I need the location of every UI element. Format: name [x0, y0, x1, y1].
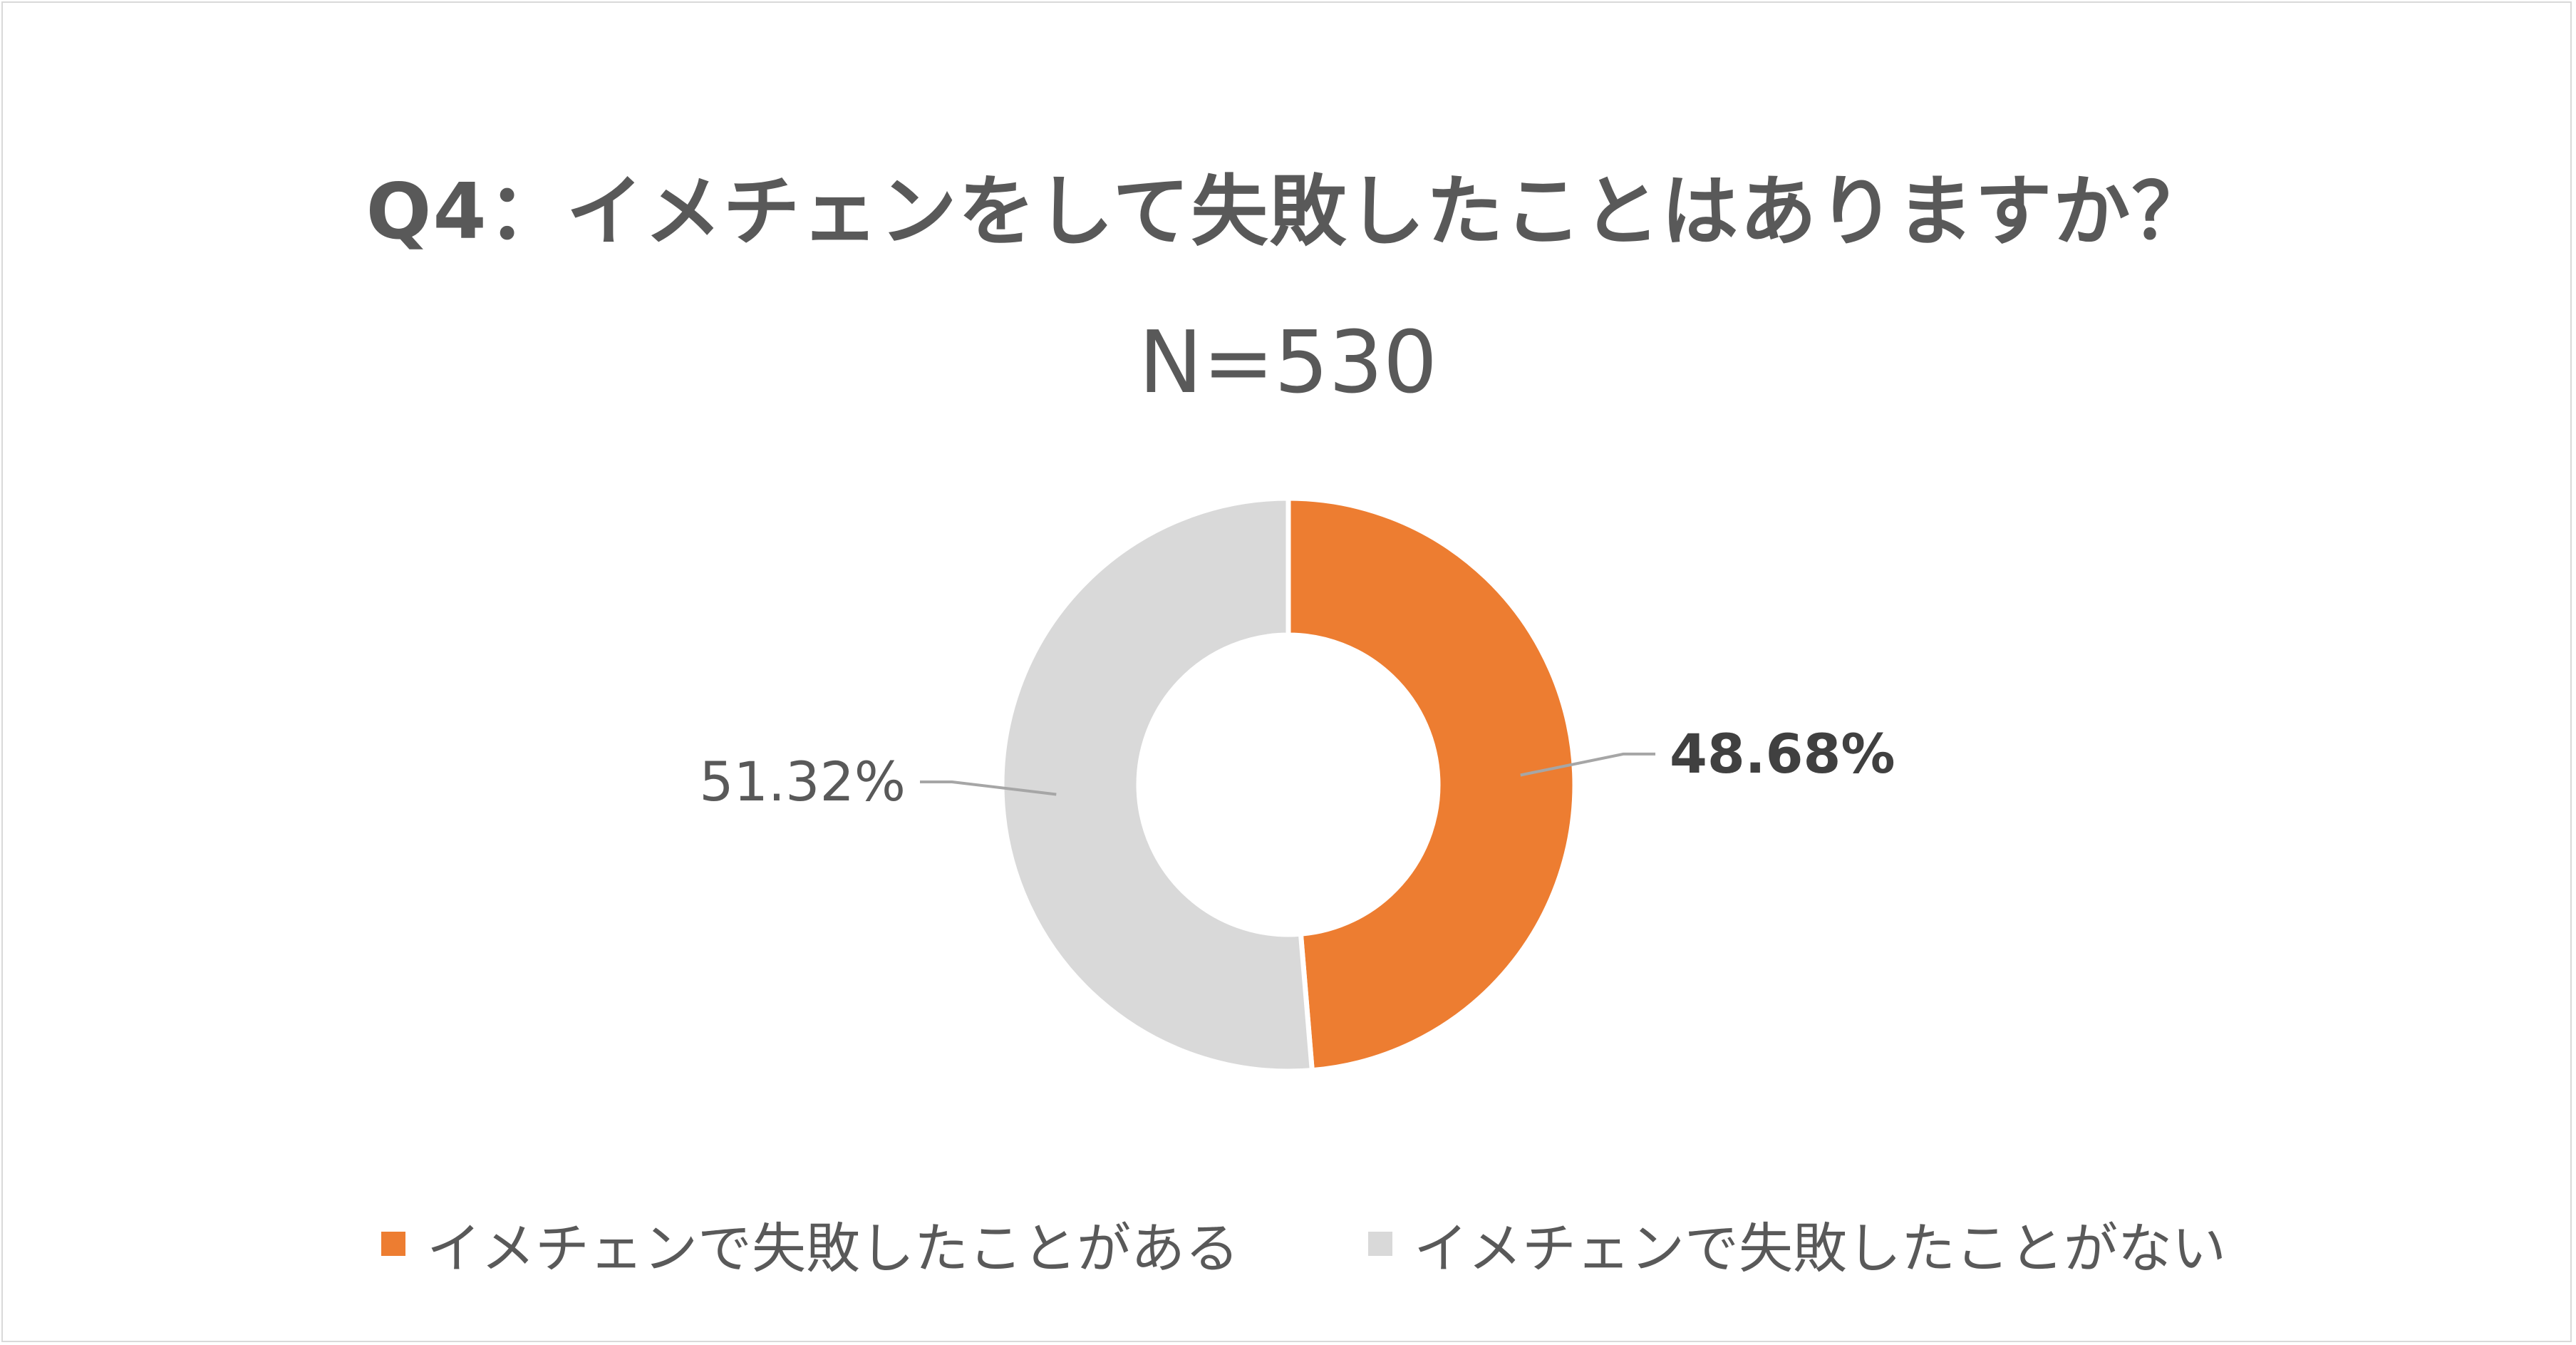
- legend-label-1: イメチェンで失敗したことがない: [1414, 1217, 2226, 1280]
- donut-slice-0: [1286, 495, 1578, 1073]
- chart-subtitle: N=530: [1138, 314, 1438, 413]
- legend-swatch-0: [381, 1232, 405, 1256]
- leader-line-1: [920, 780, 1057, 796]
- leader-line-0: [1520, 752, 1656, 777]
- data-labels: 48.68% 51.32%: [699, 722, 1895, 813]
- legend-item-0: イメチェンで失敗したことがある: [381, 1205, 1239, 1283]
- donut-slice-1: [999, 495, 1315, 1074]
- legend-item-1: イメチェンで失敗したことがない: [1368, 1205, 2226, 1283]
- legend: イメチェンで失敗したことがある イメチェンで失敗したことがない: [0, 1205, 2576, 1280]
- legend-label-0: イメチェンで失敗したことがある: [427, 1217, 1239, 1280]
- donut-slices: [999, 495, 1578, 1074]
- leader-lines: [920, 752, 1656, 796]
- legend-swatch-1: [1368, 1232, 1392, 1256]
- data-label-0: 48.68%: [1670, 722, 1895, 785]
- chart-title: Q4：イメチェンをして失敗したことはありますか？: [366, 168, 2210, 257]
- data-label-1: 51.32%: [699, 750, 906, 813]
